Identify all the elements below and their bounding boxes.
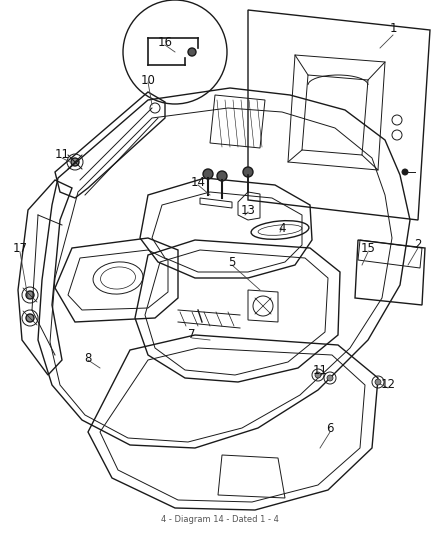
Text: 5: 5 — [228, 255, 235, 269]
Text: 16: 16 — [157, 36, 172, 49]
Circle shape — [326, 375, 332, 381]
Text: 2: 2 — [413, 238, 421, 252]
Text: 4 - Diagram 14 - Dated 1 - 4: 4 - Diagram 14 - Dated 1 - 4 — [160, 515, 278, 524]
Circle shape — [71, 158, 79, 166]
Text: 10: 10 — [140, 74, 155, 86]
Text: 12: 12 — [380, 378, 395, 392]
Text: 15: 15 — [360, 241, 374, 254]
Text: 8: 8 — [84, 351, 92, 365]
Circle shape — [243, 167, 252, 177]
Circle shape — [374, 379, 380, 385]
Text: 13: 13 — [240, 204, 255, 216]
Text: 1: 1 — [389, 21, 396, 35]
Circle shape — [202, 169, 212, 179]
Text: 4: 4 — [278, 222, 285, 235]
Circle shape — [401, 169, 407, 175]
Circle shape — [26, 314, 34, 322]
Circle shape — [187, 48, 195, 56]
Text: 14: 14 — [190, 175, 205, 189]
Circle shape — [314, 372, 320, 378]
Text: 6: 6 — [325, 422, 333, 434]
Text: 11: 11 — [312, 364, 327, 376]
Text: 17: 17 — [12, 241, 28, 254]
Circle shape — [216, 171, 226, 181]
Text: 7: 7 — [188, 328, 195, 342]
Text: 11: 11 — [54, 149, 69, 161]
Circle shape — [26, 291, 34, 299]
